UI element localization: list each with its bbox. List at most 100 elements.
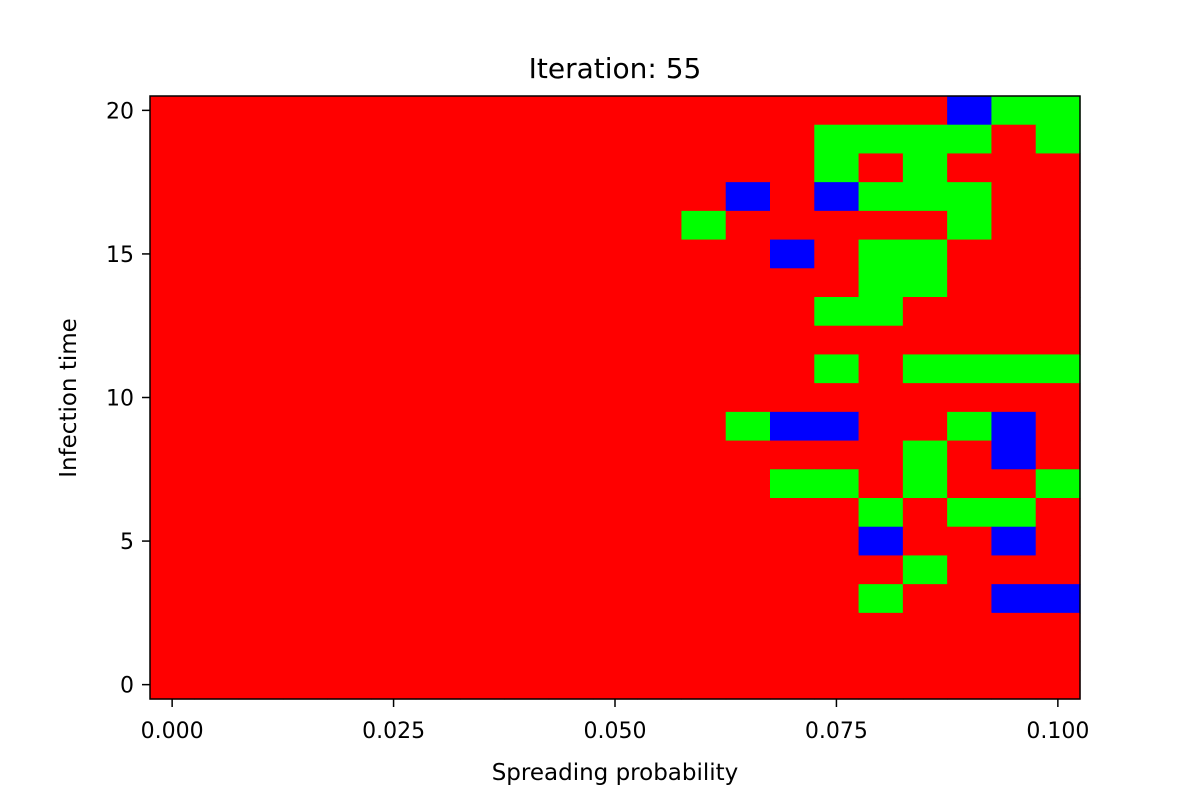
heatmap-cell (725, 411, 771, 442)
heatmap-cell (725, 96, 771, 126)
y-tick-label: 5 (120, 530, 134, 555)
heatmap-cell (681, 297, 727, 327)
heatmap-cell (282, 96, 328, 126)
heatmap-cell (902, 239, 948, 269)
heatmap-cell (681, 96, 727, 126)
heatmap-cell (415, 383, 461, 413)
heatmap-cell (194, 440, 240, 470)
heatmap-cell (1035, 153, 1081, 183)
heatmap-cell (858, 153, 904, 183)
heatmap-cell (460, 498, 505, 528)
heatmap-cell (814, 182, 860, 212)
heatmap-cell (194, 584, 240, 614)
heatmap-cell (238, 555, 284, 585)
heatmap-cell (681, 641, 727, 671)
heatmap-cell (858, 383, 904, 413)
heatmap-cell (504, 210, 550, 241)
heatmap-cell (947, 670, 993, 700)
heatmap-cell (858, 498, 904, 528)
heatmap-cell (858, 411, 904, 442)
heatmap-cell (1035, 670, 1081, 700)
heatmap-cells (150, 96, 1081, 700)
heatmap-cell (150, 612, 195, 643)
heatmap-cell (415, 268, 461, 298)
heatmap-cell (238, 153, 284, 183)
heatmap-cell (947, 383, 993, 413)
heatmap-cell (947, 498, 993, 528)
heatmap-cell (947, 297, 993, 327)
heatmap-cell (504, 182, 550, 212)
heatmap-cell (460, 297, 505, 327)
heatmap-cell (371, 153, 417, 183)
heatmap-cell (238, 210, 284, 241)
heatmap-cell (548, 526, 594, 557)
heatmap-cell (282, 354, 328, 384)
heatmap-cell (327, 268, 373, 298)
heatmap-cell (460, 210, 505, 241)
heatmap-cell (947, 239, 993, 269)
heatmap-cell (504, 383, 550, 413)
heatmap-cell (991, 153, 1037, 183)
heatmap-cell (991, 526, 1037, 557)
heatmap-cell (415, 153, 461, 183)
heatmap-cell (282, 411, 328, 442)
heatmap-cell (814, 612, 860, 643)
heatmap-cell (770, 383, 815, 413)
heatmap-cell (814, 498, 860, 528)
heatmap-cell (194, 354, 240, 384)
heatmap-cell (150, 584, 195, 614)
heatmap-cell (770, 584, 815, 614)
heatmap-cell (150, 411, 195, 442)
heatmap-cell (371, 498, 417, 528)
heatmap-cell (238, 641, 284, 671)
heatmap-cell (371, 555, 417, 585)
heatmap-cell (150, 469, 195, 499)
heatmap-cell (238, 354, 284, 384)
heatmap-cell (770, 354, 815, 384)
heatmap-cell (460, 641, 505, 671)
heatmap-cell (858, 96, 904, 126)
heatmap-cell (814, 670, 860, 700)
heatmap-cell (194, 268, 240, 298)
heatmap-cell (460, 612, 505, 643)
heatmap-cell (282, 612, 328, 643)
heatmap-cell (725, 383, 771, 413)
heatmap-cell (150, 96, 195, 126)
heatmap-cell (194, 153, 240, 183)
heatmap-cell (371, 383, 417, 413)
heatmap-cell (460, 411, 505, 442)
heatmap-cell (371, 584, 417, 614)
heatmap-cell (592, 239, 638, 269)
heatmap-cell (637, 670, 683, 700)
heatmap-cell (902, 498, 948, 528)
heatmap-cell (902, 210, 948, 241)
heatmap-cell (415, 325, 461, 356)
heatmap-cell (371, 641, 417, 671)
heatmap-cell (814, 268, 860, 298)
heatmap-cell (238, 268, 284, 298)
heatmap-cell (371, 268, 417, 298)
heatmap-cell (814, 641, 860, 671)
heatmap-cell (902, 670, 948, 700)
heatmap-cell (770, 96, 815, 126)
heatmap-cell (371, 182, 417, 212)
heatmap-cell (592, 182, 638, 212)
heatmap-cell (592, 354, 638, 384)
heatmap-cell (238, 612, 284, 643)
heatmap-cell (415, 526, 461, 557)
heatmap-cell (460, 124, 505, 155)
heatmap-cell (150, 210, 195, 241)
heatmap-cell (194, 411, 240, 442)
heatmap-cell (637, 440, 683, 470)
heatmap-cell (991, 354, 1037, 384)
heatmap-cell (415, 670, 461, 700)
heatmap-cell (238, 469, 284, 499)
heatmap-cell (681, 526, 727, 557)
heatmap-cell (238, 411, 284, 442)
heatmap-cell (1035, 612, 1081, 643)
heatmap-cell (194, 239, 240, 269)
heatmap-cell (991, 325, 1037, 356)
heatmap-cell (460, 526, 505, 557)
heatmap-cell (947, 526, 993, 557)
heatmap-cell (858, 641, 904, 671)
